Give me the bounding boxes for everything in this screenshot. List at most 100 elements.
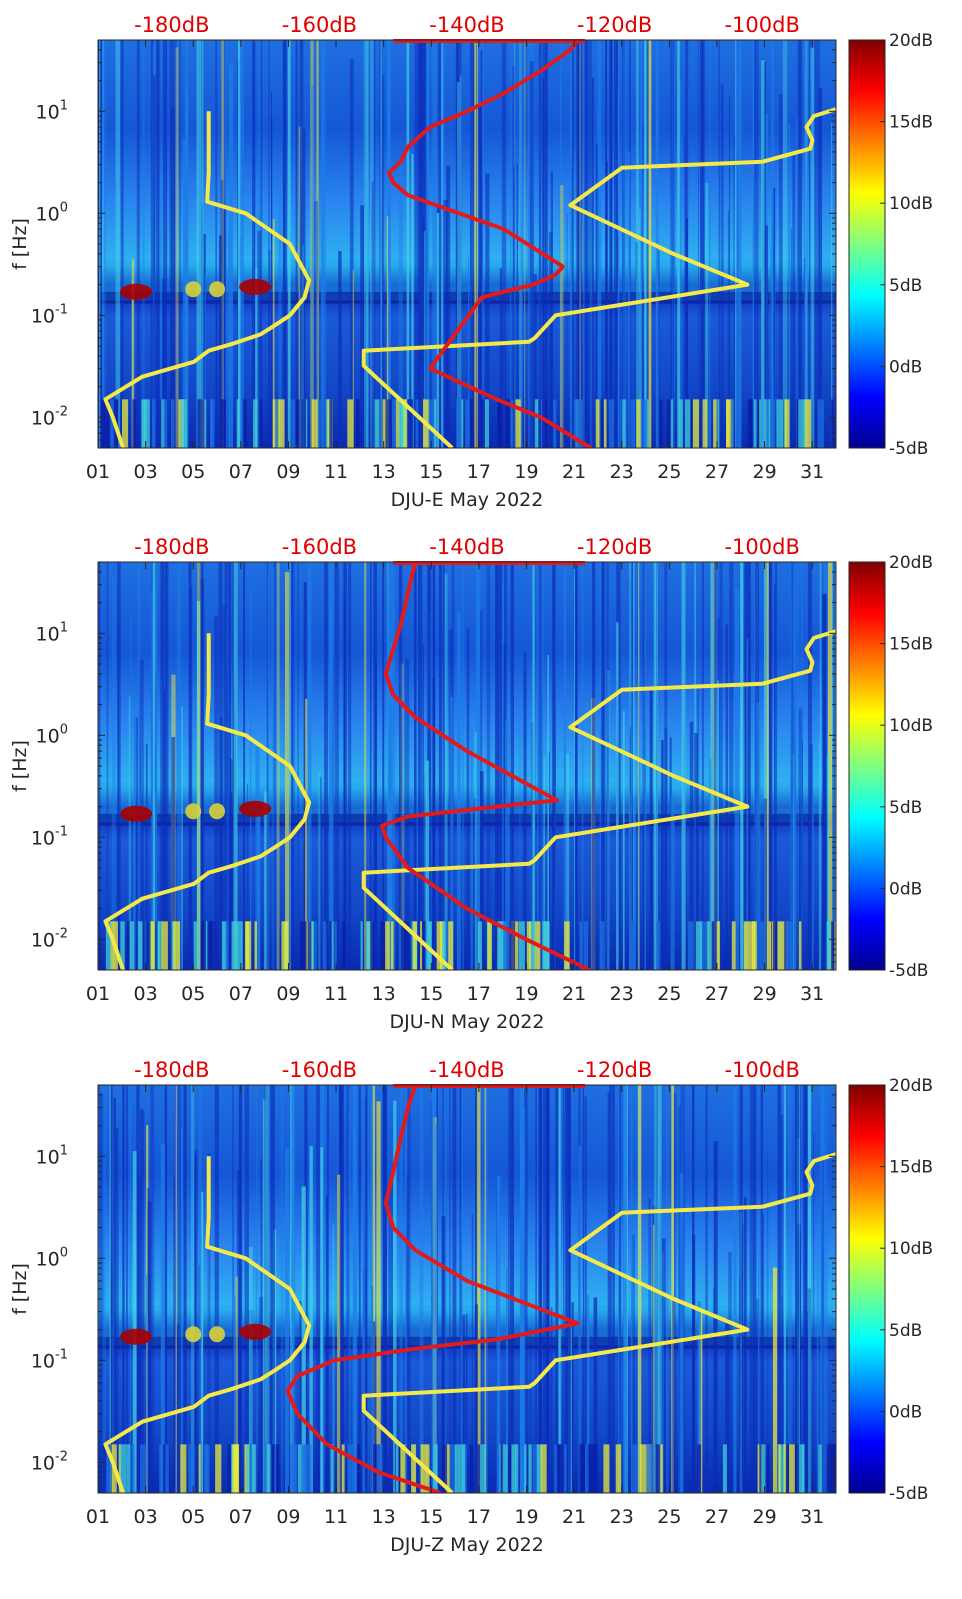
y-tick-exponent: 1	[60, 620, 68, 635]
hot-spot	[239, 1323, 272, 1340]
hot-spot	[239, 278, 272, 295]
x-tick-label: 17	[467, 461, 491, 483]
x-tick-label: 19	[514, 1506, 538, 1528]
x-tick-label: 23	[610, 461, 634, 483]
x-tick-label: 05	[181, 461, 205, 483]
curve-yellow-low	[103, 111, 312, 448]
x-tick-label: 01	[86, 983, 110, 1005]
y-tick-exponent: 0	[60, 722, 68, 737]
top-db-tick-label: -140dB	[429, 1058, 504, 1082]
x-tick-label: 25	[657, 983, 681, 1005]
y-tick-exponent: -1	[55, 824, 68, 839]
x-tick-label: 19	[514, 461, 538, 483]
colorbar-tick-label: 10dB	[889, 1239, 933, 1259]
x-tick-label: 23	[610, 1506, 634, 1528]
colorbar-tick-label: 10dB	[889, 716, 933, 736]
y-tick-label: 101	[36, 620, 68, 645]
y-tick-exponent: 0	[60, 1245, 68, 1260]
y-tick-exponent: 1	[60, 98, 68, 113]
colorbar-tick-label: 15dB	[889, 113, 933, 133]
y-tick-base: 10	[31, 305, 55, 327]
y-tick-label: 10-2	[31, 1449, 68, 1474]
y-tick-base: 10	[36, 725, 60, 747]
colorbar: 20dB 15dB 10dB 5dB 0dB -5dB	[848, 1076, 933, 1504]
hot-spot	[209, 1326, 226, 1343]
x-tick-label: 15	[419, 1506, 443, 1528]
y-tick-base: 10	[36, 1146, 60, 1168]
top-db-tick-label: -140dB	[429, 13, 504, 37]
top-db-tick-label: -180dB	[134, 1058, 209, 1082]
x-tick-label: 13	[372, 1506, 396, 1528]
hot-spot	[185, 281, 202, 298]
y-tick-base: 10	[31, 1452, 55, 1474]
y-tick-base: 10	[36, 203, 60, 225]
x-tick-label: 07	[229, 983, 253, 1005]
y-tick-exponent: -2	[55, 404, 68, 419]
top-db-tick-label: -180dB	[134, 535, 209, 559]
x-tick-label: 07	[229, 461, 253, 483]
spectrogram-image	[98, 562, 836, 970]
x-axis-label: DJU-E May 2022	[391, 489, 544, 511]
dark-band	[98, 291, 836, 304]
hot-spot	[239, 800, 272, 817]
colorbar-tick-label: -5dB	[889, 439, 928, 459]
hot-spot	[185, 1326, 202, 1343]
x-tick-label: 21	[562, 1506, 586, 1528]
top-db-tick-label: -180dB	[134, 13, 209, 37]
y-tick-label: 100	[36, 200, 68, 225]
x-tick-label: 25	[657, 1506, 681, 1528]
x-tick-label: 07	[229, 1506, 253, 1528]
x-tick-label: 13	[372, 983, 396, 1005]
colorbar-tick-label: 15dB	[889, 635, 933, 655]
y-axis-label: f [Hz]	[9, 740, 31, 792]
y-tick-label: 10-1	[31, 1347, 68, 1372]
y-tick-label: 101	[36, 1143, 68, 1168]
x-tick-label: 01	[86, 461, 110, 483]
top-db-tick-label: -140dB	[429, 535, 504, 559]
x-tick-label: 23	[610, 983, 634, 1005]
x-tick-label: 05	[181, 983, 205, 1005]
colorbar-tick-label: 5dB	[889, 1321, 922, 1341]
top-db-tick-label: -100dB	[724, 13, 799, 37]
x-tick-label: 27	[705, 983, 729, 1005]
colorbar-tick-label: 20dB	[889, 31, 933, 51]
y-tick-label: 100	[36, 1245, 68, 1270]
x-tick-label: 21	[562, 983, 586, 1005]
curve-yellow-high	[361, 1152, 836, 1493]
top-db-tick-label: -100dB	[724, 1058, 799, 1082]
hot-spot	[209, 281, 226, 298]
x-tick-label: 11	[324, 461, 348, 483]
hot-spot	[120, 283, 153, 300]
colorbar-gradient	[848, 39, 886, 449]
y-tick-label: 101	[36, 98, 68, 123]
y-tick-exponent: -2	[55, 1449, 68, 1464]
x-tick-label: 11	[324, 1506, 348, 1528]
x-tick-label: 25	[657, 461, 681, 483]
y-tick-label: 100	[36, 722, 68, 747]
x-tick-label: 15	[419, 461, 443, 483]
colorbar-tick-label: -5dB	[889, 961, 928, 981]
y-tick-exponent: -1	[55, 302, 68, 317]
top-db-tick-label: -100dB	[724, 535, 799, 559]
curve-yellow-high	[361, 629, 836, 970]
y-tick-exponent: -2	[55, 926, 68, 941]
hot-spot	[185, 803, 202, 820]
x-tick-label: 17	[467, 983, 491, 1005]
hot-spot	[120, 1328, 153, 1345]
y-axis-label: f [Hz]	[9, 218, 31, 270]
y-tick-exponent: 0	[60, 200, 68, 215]
spectrogram-image	[98, 1085, 836, 1493]
hot-spot	[120, 805, 153, 822]
x-tick-label: 19	[514, 983, 538, 1005]
x-tick-label: 31	[800, 983, 824, 1005]
x-tick-label: 03	[134, 983, 158, 1005]
top-db-tick-label: -120dB	[577, 535, 652, 559]
y-axis-label: f [Hz]	[9, 1263, 31, 1315]
x-tick-label: 03	[134, 1506, 158, 1528]
x-tick-label: 29	[752, 983, 776, 1005]
x-tick-label: 01	[86, 1506, 110, 1528]
x-tick-label: 13	[372, 461, 396, 483]
x-tick-label: 03	[134, 461, 158, 483]
